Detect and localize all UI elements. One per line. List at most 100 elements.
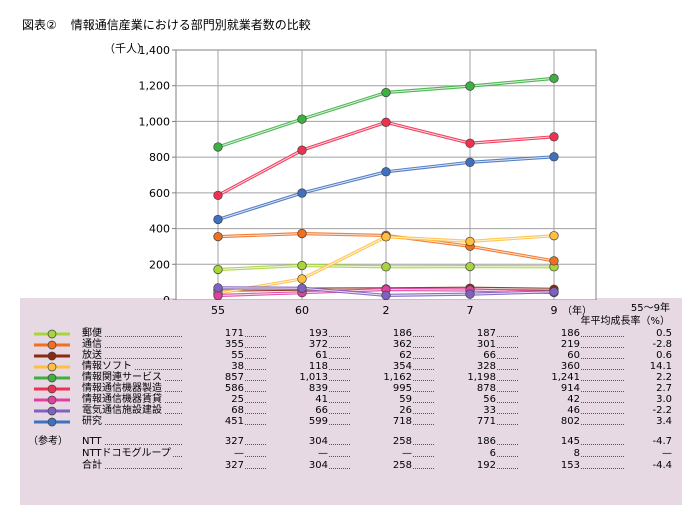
figure-number: 図表②: [22, 18, 57, 32]
table-cell: 328: [434, 361, 496, 373]
table-cell: 771: [434, 416, 496, 428]
legend-line-icon: [34, 373, 70, 383]
y-tick-label: 400: [149, 223, 170, 236]
legend-marker: [47, 373, 57, 383]
x-tick-label: 7: [467, 304, 474, 317]
data-point: [381, 290, 391, 300]
table-cell: 360: [518, 361, 580, 373]
legend-marker: [47, 340, 57, 350]
growth-rate-cell: -4.4: [624, 460, 672, 472]
row-label: 情報通信機器製造: [82, 383, 164, 395]
data-point: [297, 114, 307, 124]
growth-rate-cell: -2.2: [624, 405, 672, 417]
figure-title: 図表② 情報通信産業における部門別就業者数の比較: [22, 16, 311, 33]
data-point: [297, 145, 307, 155]
table-cell: 33: [434, 405, 496, 417]
data-point: [549, 287, 559, 297]
data-point: [213, 231, 223, 242]
legend-line-icon: [34, 329, 70, 339]
legend-line-icon: [34, 384, 70, 394]
row-label: NTT: [82, 436, 104, 448]
reference-label: （参考）: [28, 436, 68, 447]
growth-rate-cell: 2.2: [624, 372, 672, 384]
data-point: [213, 190, 223, 201]
table-cell: 25: [182, 394, 244, 406]
data-point: [213, 290, 223, 300]
table-cell: 171: [182, 328, 244, 340]
row-label: 合計: [82, 460, 104, 472]
legend-line-icon: [34, 417, 70, 427]
data-point: [297, 283, 307, 293]
table-cell: 839: [266, 383, 328, 395]
legend-line-icon: [34, 406, 70, 416]
data-point: [465, 81, 475, 91]
row-label: NTTドコモグループ: [82, 448, 173, 460]
table-cell: 258: [350, 460, 412, 472]
table-cell: 192: [434, 460, 496, 472]
growth-rate-period: 55～9年: [630, 303, 670, 314]
table-cell: 118: [266, 361, 328, 373]
table-cell: 354: [350, 361, 412, 373]
data-point: [297, 228, 307, 239]
data-point: [381, 232, 391, 242]
data-point: [465, 138, 475, 148]
table-cell: 8: [518, 448, 580, 460]
table-cell: 327: [182, 436, 244, 448]
table-cell: 46: [518, 405, 580, 417]
table-cell: 878: [434, 383, 496, 395]
data-point: [465, 289, 475, 299]
table-cell: 372: [266, 339, 328, 351]
table-cell: 857: [182, 372, 244, 384]
data-point: [549, 231, 559, 241]
table-cell: 586: [182, 383, 244, 395]
table-cell: 258: [350, 436, 412, 448]
table-cell: 41: [266, 394, 328, 406]
table-cell: 42: [518, 394, 580, 406]
data-point: [297, 188, 307, 198]
table-cell: 66: [434, 350, 496, 362]
table-cell: 914: [518, 383, 580, 395]
table-cell: 599: [266, 416, 328, 428]
table-cell: 451: [182, 416, 244, 428]
row-label: 情報通信機器賃貸: [82, 394, 164, 406]
data-point: [213, 214, 223, 225]
table-cell: —: [266, 448, 328, 460]
growth-rate-cell: -2.8: [624, 339, 672, 351]
y-axis-label: （千人）: [104, 42, 148, 55]
table-cell: 304: [266, 436, 328, 448]
table-cell: 55: [182, 350, 244, 362]
growth-rate-cell: 3.4: [624, 416, 672, 428]
data-point: [213, 283, 223, 293]
table-cell: 304: [266, 460, 328, 472]
x-tick-label: 9: [551, 304, 558, 317]
x-tick-label: 60: [295, 304, 309, 317]
growth-rate-header: 55～9年 年平均成長率（%）: [560, 302, 670, 328]
table-cell: 186: [518, 328, 580, 340]
y-tick-label: 600: [149, 187, 170, 200]
legend-line-icon: [34, 362, 70, 372]
data-point: [381, 167, 391, 177]
x-tick-label: 55: [211, 304, 225, 317]
row-label: 電気通信施設建設: [82, 405, 164, 417]
table-cell: 6: [434, 448, 496, 460]
figure-title-text: 情報通信産業における部門別就業者数の比較: [70, 18, 311, 32]
legend-marker: [47, 329, 57, 339]
legend-marker: [47, 351, 57, 361]
table-cell: 26: [350, 405, 412, 417]
growth-rate-cell: 3.0: [624, 394, 672, 406]
row-label: 郵便: [82, 328, 104, 340]
line-chart: 0 200 400 600 800 1,000 1,200 1,400: [139, 44, 597, 300]
growth-rate-cell: 0.6: [624, 350, 672, 362]
data-point: [549, 73, 559, 84]
x-tick-label: 2: [383, 304, 390, 317]
row-label: 放送: [82, 350, 104, 362]
table-cell: 355: [182, 339, 244, 351]
table-cell: 60: [518, 350, 580, 362]
growth-rate-cell: -4.7: [624, 436, 672, 448]
table-cell: 995: [350, 383, 412, 395]
legend-line-icon: [34, 351, 70, 361]
data-point: [297, 274, 307, 284]
table-cell: 56: [434, 394, 496, 406]
table-cell: 802: [518, 416, 580, 428]
data-point: [381, 87, 391, 98]
